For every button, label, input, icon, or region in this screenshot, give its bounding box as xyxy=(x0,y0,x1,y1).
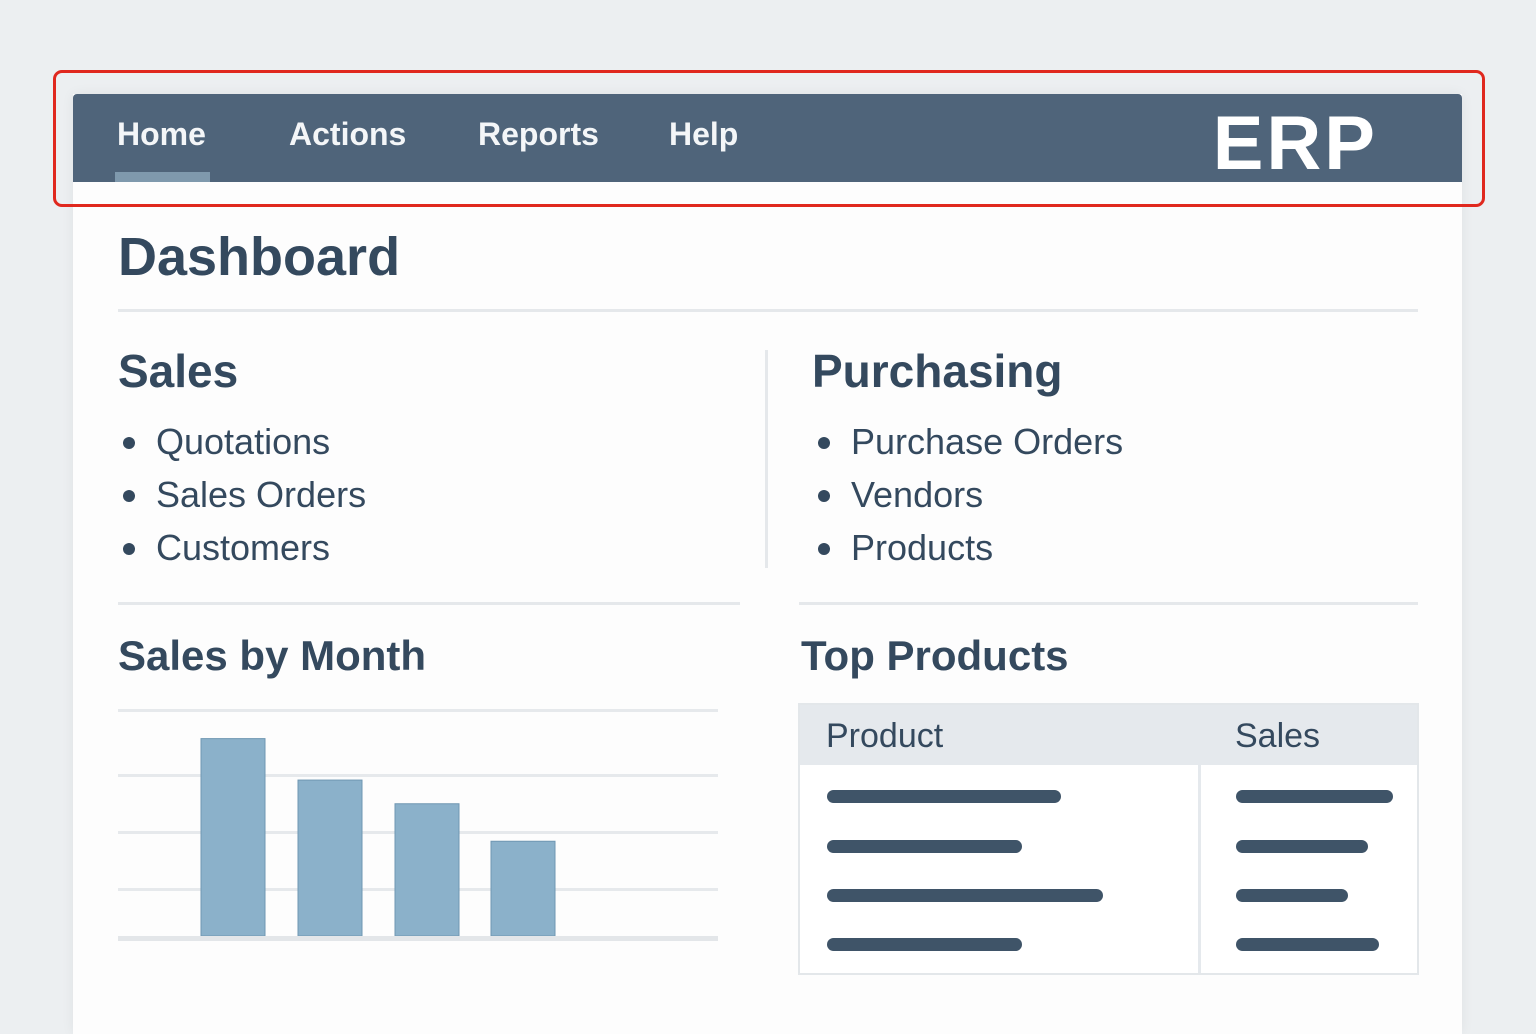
column-separator xyxy=(1198,705,1201,973)
link-quotations[interactable]: Quotations xyxy=(118,415,366,468)
nav-home[interactable]: Home xyxy=(117,116,206,152)
sales-heading: Sales xyxy=(118,345,239,397)
purchasing-links: Purchase Orders Vendors Products xyxy=(813,415,1123,574)
gridline xyxy=(118,709,718,712)
link-vendors[interactable]: Vendors xyxy=(813,468,1123,521)
column-divider xyxy=(765,350,768,568)
nav-actions[interactable]: Actions xyxy=(289,116,407,152)
sales-divider xyxy=(118,602,740,605)
purchasing-divider xyxy=(799,602,1418,605)
product-placeholder xyxy=(827,938,1022,951)
sales-by-month-chart xyxy=(118,709,718,941)
erp-logo: ERP xyxy=(1212,101,1378,186)
top-navbar: Home Actions Reports Help ERP xyxy=(73,94,1462,186)
column-header-product[interactable]: Product xyxy=(826,717,944,755)
table-header: Product Sales xyxy=(800,705,1417,765)
bar-4 xyxy=(490,840,556,937)
sales-placeholder xyxy=(1236,938,1379,951)
sales-links: Quotations Sales Orders Customers xyxy=(118,415,366,574)
gridline xyxy=(118,774,718,777)
sales-placeholder xyxy=(1236,790,1393,803)
purchasing-heading: Purchasing xyxy=(812,345,1063,397)
x-axis xyxy=(118,936,718,941)
page-title: Dashboard xyxy=(118,227,401,287)
sales-by-month-heading: Sales by Month xyxy=(118,632,427,679)
column-header-sales[interactable]: Sales xyxy=(1235,717,1321,755)
product-placeholder xyxy=(827,840,1022,853)
product-placeholder xyxy=(827,889,1103,902)
sales-placeholder xyxy=(1236,889,1348,902)
top-products-table: Product Sales xyxy=(798,703,1419,975)
bar-1 xyxy=(200,738,266,937)
bar-2 xyxy=(297,779,363,937)
nav-help[interactable]: Help xyxy=(669,116,739,152)
top-products-heading: Top Products xyxy=(801,632,1069,679)
link-customers[interactable]: Customers xyxy=(118,521,366,574)
active-tab-indicator xyxy=(115,172,210,182)
link-sales-orders[interactable]: Sales Orders xyxy=(118,468,366,521)
sales-placeholder xyxy=(1236,840,1369,853)
link-products[interactable]: Products xyxy=(813,521,1123,574)
bar-3 xyxy=(394,803,460,937)
product-placeholder xyxy=(827,790,1061,803)
title-divider xyxy=(118,309,1418,312)
link-purchase-orders[interactable]: Purchase Orders xyxy=(813,415,1123,468)
nav-reports[interactable]: Reports xyxy=(478,116,599,152)
